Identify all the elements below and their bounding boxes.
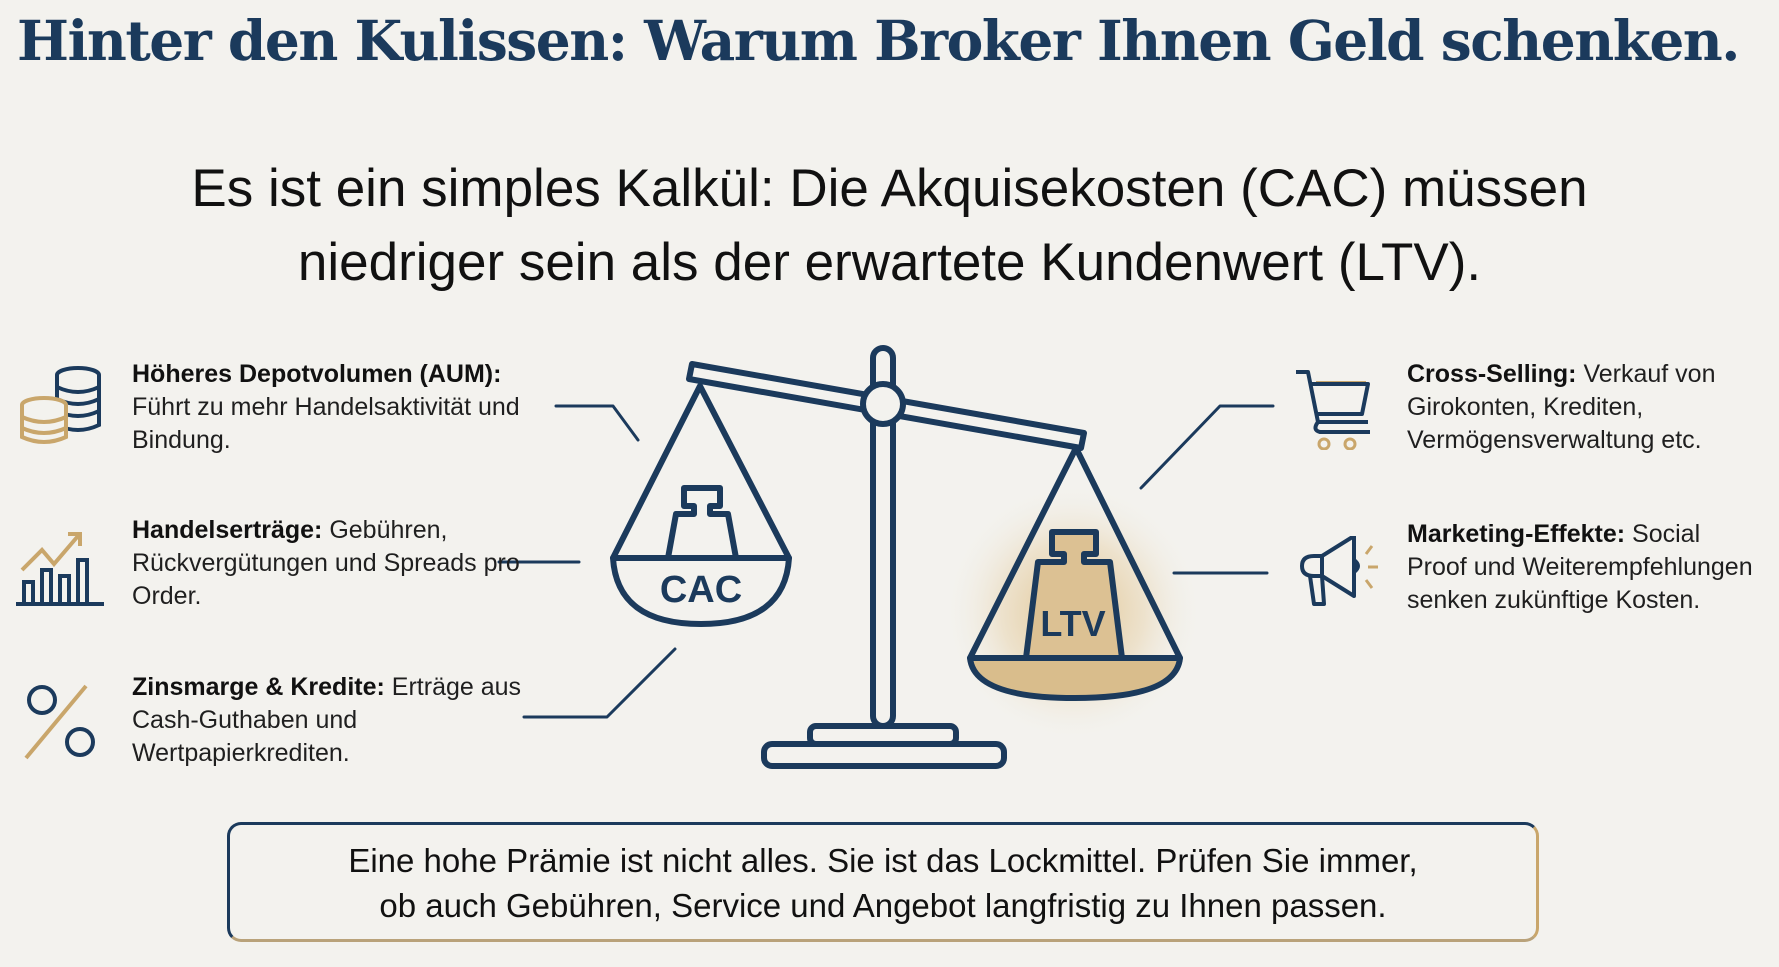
subtitle-line-2: niedriger sein als der erwartete Kundenw… [297,233,1482,292]
callout-line-1: Eine hohe Prämie ist nicht alles. Sie is… [348,842,1418,879]
right-pan-bowl [967,655,1183,701]
item-text: Social Proof und Weiterempfehlungen senk… [1407,520,1753,614]
right-item-cross-selling: Cross-Selling: Verkauf von Girokonten, K… [1407,358,1777,457]
right-item-marketing: Marketing-Effekte: Social Proof und Weit… [1407,518,1757,617]
item-heading: Zinsmarge & Kredite: [132,673,385,701]
shopping-cart-icon [1296,370,1370,450]
item-text: Erträge aus Cash-Guthaben und Wertpapier… [132,673,522,767]
ltv-label: LTV [1040,603,1105,644]
connector-line [554,404,640,442]
left-pan-bowl [610,555,792,627]
bar-chart-trend-icon [16,532,104,606]
subtitle-line-1: Es ist ein simples Kalkül: Die Akquiseko… [191,159,1588,218]
item-text: Führt zu mehr Handelsaktivität und Bindu… [132,393,520,454]
item-heading: Cross-Selling: [1407,360,1577,388]
callout-line-2: ob auch Gebühren, Service und Angebot la… [379,887,1387,924]
scale-base [761,741,1007,769]
item-text: Verkauf von Girokonten, Krediten, Vermög… [1407,360,1716,454]
scale-pivot [860,381,906,427]
connector-line [1139,404,1275,490]
cac-weight [665,485,739,561]
left-item-aum: Höheres Depotvolumen (AUM): Führt zu meh… [132,358,572,457]
item-heading: Höheres Depotvolumen (AUM): [132,360,502,388]
item-text: Gebühren, Rückvergütungen und Spreads pr… [132,516,520,610]
left-pan-strings [610,383,792,561]
callout-box: Eine hohe Prämie ist nicht alles. Sie is… [227,822,1539,942]
cac-label: CAC [660,569,742,611]
right-pan-strings [967,445,1183,661]
percent-icon [24,684,95,760]
page-title: Hinter den Kulissen: Warum Broker Ihnen … [17,8,1740,73]
left-item-interest: Zinsmarge & Kredite: Erträge aus Cash-Gu… [132,671,532,770]
coins-stack-icon [20,366,101,444]
left-item-trading: Handelserträge: Gebühren, Rückvergütunge… [132,514,532,613]
item-heading: Handelserträge: [132,516,323,544]
item-heading: Marketing-Effekte: [1407,520,1626,548]
subtitle: Es ist ein simples Kalkül: Die Akquiseko… [0,152,1779,300]
megaphone-icon [1300,536,1378,606]
connector-line [522,647,677,719]
